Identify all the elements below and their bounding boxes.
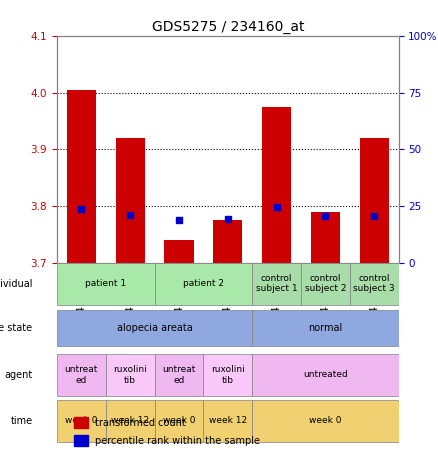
Text: patient 2: patient 2: [183, 279, 224, 288]
Text: alopecia areata: alopecia areata: [117, 323, 192, 333]
Text: percentile rank within the sample: percentile rank within the sample: [95, 436, 260, 446]
Bar: [74, 435, 88, 446]
FancyBboxPatch shape: [155, 354, 203, 396]
Text: control
subject 2: control subject 2: [304, 274, 346, 294]
FancyBboxPatch shape: [155, 400, 203, 442]
Text: week 12: week 12: [208, 416, 247, 425]
Title: GDS5275 / 234160_at: GDS5275 / 234160_at: [152, 20, 304, 34]
FancyBboxPatch shape: [203, 354, 252, 396]
Text: transformed count: transformed count: [95, 418, 185, 428]
Text: control
subject 1: control subject 1: [256, 274, 297, 294]
FancyBboxPatch shape: [252, 310, 399, 347]
FancyBboxPatch shape: [203, 400, 252, 442]
Bar: [74, 417, 88, 428]
Text: normal: normal: [308, 323, 343, 333]
Text: patient 1: patient 1: [85, 279, 126, 288]
Text: untreat
ed: untreat ed: [162, 365, 196, 385]
FancyBboxPatch shape: [252, 354, 399, 396]
Text: time: time: [11, 416, 32, 426]
Text: individual: individual: [0, 279, 32, 289]
Text: untreat
ed: untreat ed: [65, 365, 98, 385]
Text: disease state: disease state: [0, 323, 32, 333]
FancyBboxPatch shape: [252, 400, 399, 442]
FancyBboxPatch shape: [301, 263, 350, 304]
Bar: [116, 138, 145, 263]
Text: control
subject 3: control subject 3: [353, 274, 395, 294]
Bar: [164, 240, 194, 263]
Text: week 0: week 0: [309, 416, 342, 425]
Text: ruxolini
tib: ruxolini tib: [211, 365, 245, 385]
Text: ruxolini
tib: ruxolini tib: [113, 365, 147, 385]
FancyBboxPatch shape: [106, 400, 155, 442]
FancyBboxPatch shape: [57, 263, 155, 304]
Bar: [213, 220, 242, 263]
Text: agent: agent: [4, 370, 32, 380]
FancyBboxPatch shape: [57, 310, 252, 347]
Bar: [262, 107, 291, 263]
Text: week 0: week 0: [162, 416, 195, 425]
Text: week 0: week 0: [65, 416, 98, 425]
FancyBboxPatch shape: [57, 354, 106, 396]
FancyBboxPatch shape: [252, 263, 301, 304]
Text: untreated: untreated: [303, 371, 348, 380]
FancyBboxPatch shape: [106, 354, 155, 396]
FancyBboxPatch shape: [155, 263, 252, 304]
FancyBboxPatch shape: [57, 400, 106, 442]
Bar: [311, 212, 340, 263]
Bar: [360, 138, 389, 263]
Bar: [67, 90, 96, 263]
FancyBboxPatch shape: [350, 263, 399, 304]
Text: week 12: week 12: [111, 416, 149, 425]
